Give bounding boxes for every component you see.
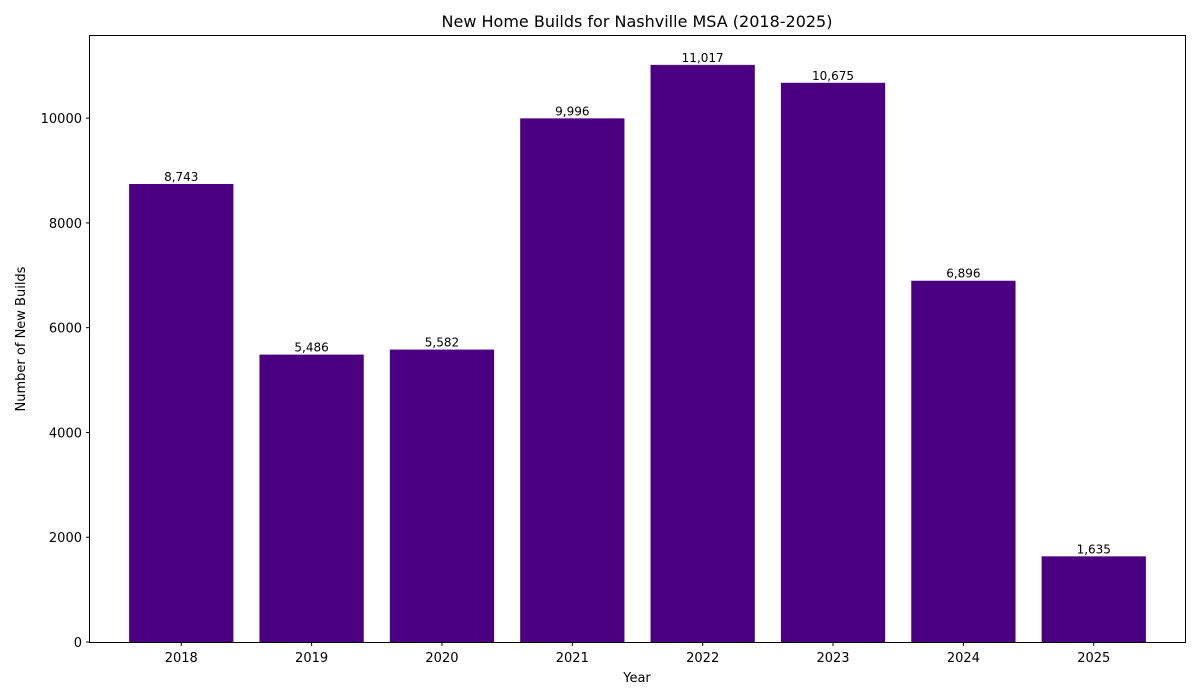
bar-2022 [650, 64, 755, 642]
y-axis-title: Number of New Builds [14, 266, 29, 411]
value-label-2020: 5,582 [425, 336, 459, 350]
x-axis-title: Year [622, 671, 651, 686]
bar-2023 [780, 82, 886, 643]
x-tick-label-2024: 2024 [947, 651, 980, 666]
y-tick-label-4000: 4000 [49, 426, 82, 441]
chart-title: New Home Builds for Nashville MSA (2018-… [442, 12, 833, 31]
bars-group [129, 64, 1146, 643]
x-tick-label-2022: 2022 [686, 651, 719, 666]
value-label-2022: 11,017 [682, 51, 724, 65]
bar-2024 [911, 280, 1016, 642]
x-tick-label-2020: 2020 [425, 651, 458, 666]
bar-2019 [259, 354, 364, 642]
plot-frame [89, 35, 1186, 643]
x-tick-label-2023: 2023 [816, 651, 849, 666]
x-tick-label-2018: 2018 [165, 651, 198, 666]
y-axis: 0 2000 4000 6000 8000 10000 [41, 112, 90, 651]
bar-2021 [520, 118, 625, 642]
y-tick-label-0: 0 [74, 636, 82, 651]
y-tick-label-6000: 6000 [49, 322, 82, 337]
x-axis: 2018 2019 2020 2021 2022 2023 2024 2025 [165, 642, 1110, 666]
value-label-2025: 1,635 [1077, 542, 1111, 556]
value-label-2023: 10,675 [812, 69, 854, 83]
value-label-2018: 8,743 [164, 170, 198, 184]
bar-2025 [1041, 556, 1146, 642]
x-tick-label-2019: 2019 [295, 651, 328, 666]
bar-2020 [389, 349, 495, 642]
bar-2018 [129, 183, 234, 642]
value-label-2024: 6,896 [946, 267, 980, 281]
x-tick-label-2021: 2021 [556, 651, 589, 666]
x-tick-label-2025: 2025 [1077, 651, 1110, 666]
value-labels-group: 8,743 5,486 5,582 9,996 11,017 10,675 6,896 1,6… [164, 51, 1111, 556]
value-label-2019: 5,486 [294, 341, 328, 355]
y-tick-label-2000: 2000 [49, 531, 82, 546]
value-label-2021: 9,996 [555, 104, 589, 118]
y-tick-label-8000: 8000 [49, 217, 82, 232]
y-tick-label-10000: 10000 [41, 112, 82, 127]
